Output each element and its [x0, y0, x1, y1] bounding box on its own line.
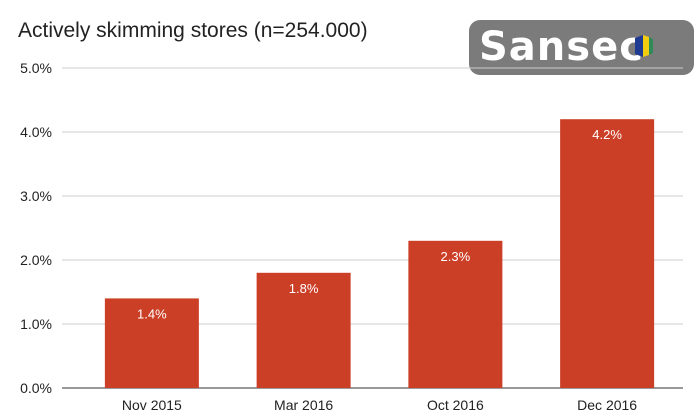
- bar: [408, 240, 503, 388]
- bar-value-label: 1.8%: [289, 281, 319, 296]
- x-tick-label: Oct 2016: [427, 397, 484, 413]
- x-tick-label: Mar 2016: [274, 397, 333, 413]
- logo-text: Sansec: [479, 24, 644, 70]
- y-tick-label: 0.0%: [20, 380, 52, 396]
- y-tick-label: 1.0%: [20, 316, 52, 332]
- y-tick-label: 4.0%: [20, 124, 52, 140]
- x-axis: Nov 2015 Mar 2016 Oct 2016 Dec 2016: [122, 397, 637, 413]
- y-tick-label: 3.0%: [20, 188, 52, 204]
- x-tick-label: Nov 2015: [122, 397, 182, 413]
- logo-mark-icon: [635, 35, 653, 57]
- data-labels: 1.4% 1.8% 2.3% 4.2%: [137, 127, 622, 321]
- x-tick-label: Dec 2016: [577, 397, 637, 413]
- sansec-logo: Sansec: [469, 20, 694, 75]
- bar-value-label: 2.3%: [441, 249, 471, 264]
- y-axis: 0.0% 1.0% 2.0% 3.0% 4.0% 5.0%: [20, 60, 52, 396]
- bar: [104, 298, 199, 388]
- bar: [256, 272, 351, 388]
- y-tick-label: 2.0%: [20, 252, 52, 268]
- bars: [104, 119, 655, 388]
- y-tick-label: 5.0%: [20, 60, 52, 76]
- bar-value-label: 1.4%: [137, 306, 167, 321]
- bar: [560, 119, 655, 388]
- bar-value-label: 4.2%: [592, 127, 622, 142]
- chart-title: Actively skimming stores (n=254.000): [18, 19, 368, 42]
